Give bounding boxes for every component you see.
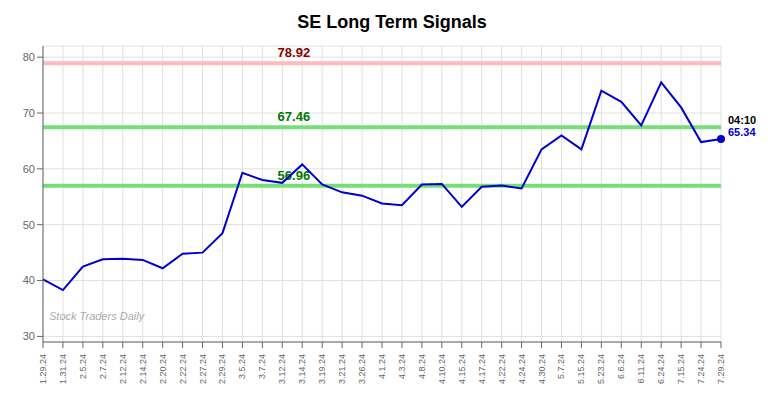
svg-text:65.34: 65.34 <box>728 126 756 138</box>
svg-text:3.12.24: 3.12.24 <box>277 354 287 384</box>
html-text:SE Long Term Signals: SE Long Term Signals <box>297 12 487 32</box>
svg-text:6.24.24: 6.24.24 <box>656 354 666 384</box>
svg-text:3.14.24: 3.14.24 <box>297 354 307 384</box>
svg-text:1.29.24: 1.29.24 <box>38 354 48 384</box>
svg-text:3.21.24: 3.21.24 <box>337 354 347 384</box>
svg-text:4.8.24: 4.8.24 <box>417 354 427 379</box>
svg-text:2.20.24: 2.20.24 <box>158 354 168 384</box>
svg-text:4.22.24: 4.22.24 <box>497 354 507 384</box>
svg-text:2.22.24: 2.22.24 <box>178 354 188 384</box>
svg-text:4.10.24: 4.10.24 <box>437 354 447 384</box>
svg-text:3.19.24: 3.19.24 <box>317 354 327 384</box>
svg-text:4.17.24: 4.17.24 <box>477 354 487 384</box>
svg-text:78.92: 78.92 <box>278 45 311 60</box>
svg-text:2.7.24: 2.7.24 <box>98 354 108 379</box>
svg-text:6.6.24: 6.6.24 <box>616 354 626 379</box>
svg-text:7.29.24: 7.29.24 <box>716 354 726 384</box>
svg-text:4.1.24: 4.1.24 <box>377 354 387 379</box>
svg-text:6.11.24: 6.11.24 <box>636 354 646 383</box>
svg-text:40: 40 <box>23 274 35 286</box>
svg-text:4.3.24: 4.3.24 <box>397 354 407 379</box>
svg-text:2.5.24: 2.5.24 <box>78 354 88 379</box>
svg-text:4.30.24: 4.30.24 <box>537 354 547 384</box>
svg-text:1.31.24: 1.31.24 <box>58 354 68 384</box>
svg-text:4.15.24: 4.15.24 <box>457 354 467 384</box>
svg-text:56.96: 56.96 <box>278 168 311 183</box>
svg-text:3.7.24: 3.7.24 <box>257 354 267 379</box>
svg-text:5.15.24: 5.15.24 <box>576 354 586 384</box>
svg-text:04:10: 04:10 <box>728 114 756 126</box>
svg-text:5.7.24: 5.7.24 <box>556 354 566 379</box>
svg-text:3.5.24: 3.5.24 <box>237 354 247 379</box>
svg-text:3.26.24: 3.26.24 <box>357 354 367 384</box>
svg-text:50: 50 <box>23 219 35 231</box>
svg-text:2.14.24: 2.14.24 <box>138 354 148 384</box>
svg-text:2.29.24: 2.29.24 <box>217 354 227 384</box>
svg-text:60: 60 <box>23 163 35 175</box>
svg-text:7.24.24: 7.24.24 <box>696 354 706 384</box>
svg-text:70: 70 <box>23 107 35 119</box>
svg-text:2.27.24: 2.27.24 <box>198 354 208 384</box>
svg-text:7.15.24: 7.15.24 <box>676 354 686 384</box>
svg-text:67.46: 67.46 <box>278 109 311 124</box>
svg-text:2.12.24: 2.12.24 <box>118 354 128 384</box>
html-text:Stock Traders Daily: Stock Traders Daily <box>49 310 145 322</box>
svg-text:30: 30 <box>23 330 35 342</box>
svg-text:80: 80 <box>23 51 35 63</box>
svg-text:4.24.24: 4.24.24 <box>517 354 527 384</box>
svg-text:5.23.24: 5.23.24 <box>596 354 606 384</box>
